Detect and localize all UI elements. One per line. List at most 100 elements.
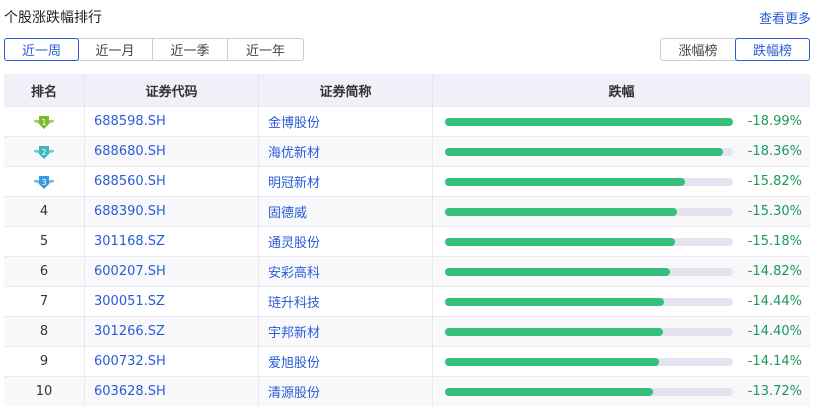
- change-cell: -15.30%: [432, 196, 810, 227]
- table-row[interactable]: 10 603628.SH 清源股份 -13.72%: [4, 376, 810, 406]
- security-code[interactable]: 600207.SH: [84, 256, 259, 287]
- change-bar-fill: [445, 267, 670, 276]
- change-value: -18.99%: [747, 114, 802, 129]
- change-cell: -14.40%: [432, 316, 810, 347]
- table-row[interactable]: 4 688390.SH 固德威 -15.30%: [4, 196, 810, 227]
- security-code[interactable]: 301266.SZ: [84, 316, 259, 347]
- rank-number: 5: [39, 234, 49, 249]
- change-value: -18.36%: [747, 144, 802, 159]
- change-bar-track: [445, 357, 733, 366]
- change-bar-fill: [445, 297, 664, 306]
- tab-period[interactable]: 近一季: [153, 39, 228, 60]
- security-name[interactable]: 明冠新材: [258, 166, 433, 197]
- rank-number: 9: [39, 354, 49, 369]
- tab-board[interactable]: 跌幅榜: [735, 38, 810, 61]
- change-bar-fill: [445, 117, 733, 126]
- change-value: -13.72%: [747, 384, 802, 399]
- change-bar-track: [445, 237, 733, 246]
- security-name[interactable]: 金博股份: [258, 106, 433, 137]
- change-bar-fill: [445, 237, 676, 246]
- tab-period[interactable]: 近一年: [245, 44, 285, 59]
- period-tabs: 近一周 近一月 近一季 近一年: [4, 38, 304, 61]
- table-row[interactable]: 1 688598.SH 金博股份 -18.99%: [4, 106, 810, 137]
- rank-cell: 2: [4, 136, 85, 167]
- table-row[interactable]: 6 600207.SH 安彩高科 -14.82%: [4, 256, 810, 287]
- change-bar-track: [445, 117, 733, 126]
- table-row[interactable]: 2 688680.SH 海优新材 -18.36%: [4, 136, 810, 167]
- security-code[interactable]: 603628.SH: [84, 376, 259, 406]
- security-code[interactable]: 301168.SZ: [84, 226, 259, 257]
- security-name[interactable]: 清源股份: [258, 376, 433, 406]
- change-bar-track: [445, 387, 733, 396]
- change-value: -14.44%: [747, 294, 802, 309]
- change-bar-fill: [445, 357, 660, 366]
- rank-number: 1: [41, 118, 46, 127]
- rank-number: 3: [41, 178, 46, 187]
- security-name[interactable]: 爱旭股份: [258, 346, 433, 377]
- change-cell: -14.82%: [432, 256, 810, 287]
- security-name[interactable]: 固德威: [258, 196, 433, 227]
- change-cell: -15.82%: [432, 166, 810, 197]
- change-bar-track: [445, 207, 733, 216]
- table-row[interactable]: 5 301168.SZ 通灵股份 -15.18%: [4, 226, 810, 257]
- table-row[interactable]: 3 688560.SH 明冠新材 -15.82%: [4, 166, 810, 197]
- change-bar-track: [445, 297, 733, 306]
- rank-number: 6: [39, 264, 49, 279]
- security-name[interactable]: 安彩高科: [258, 256, 433, 287]
- rank-cell: 7: [4, 286, 85, 317]
- change-bar-track: [445, 147, 733, 156]
- tab-period[interactable]: 近一周: [4, 38, 79, 61]
- rank-cell: 3: [4, 166, 85, 197]
- col-name: 证券简称: [258, 74, 433, 107]
- rank-cell: 9: [4, 346, 85, 377]
- security-name[interactable]: 宇邦新材: [258, 316, 433, 347]
- security-name[interactable]: 海优新材: [258, 136, 433, 167]
- security-code[interactable]: 300051.SZ: [84, 286, 259, 317]
- security-name[interactable]: 通灵股份: [258, 226, 433, 257]
- change-value: -15.82%: [747, 174, 802, 189]
- page-title: 个股涨跌幅排行: [4, 10, 102, 26]
- table-row[interactable]: 8 301266.SZ 宇邦新材 -14.40%: [4, 316, 810, 347]
- change-value: -14.14%: [747, 354, 802, 369]
- rank-number: 2: [41, 148, 46, 157]
- table-row[interactable]: 9 600732.SH 爱旭股份 -14.14%: [4, 346, 810, 377]
- rank-cell: 8: [4, 316, 85, 347]
- rank-number: 10: [35, 384, 53, 399]
- medal-icon: 3: [34, 175, 54, 189]
- rank-cell: 6: [4, 256, 85, 287]
- rank-number: 4: [39, 204, 49, 219]
- col-code: 证券代码: [84, 74, 259, 107]
- change-cell: -14.44%: [432, 286, 810, 317]
- security-code[interactable]: 688390.SH: [84, 196, 259, 227]
- change-cell: -15.18%: [432, 226, 810, 257]
- change-bar-fill: [445, 387, 654, 396]
- security-name[interactable]: 琏升科技: [258, 286, 433, 317]
- security-code[interactable]: 688680.SH: [84, 136, 259, 167]
- security-code[interactable]: 688598.SH: [84, 106, 259, 137]
- table-row[interactable]: 7 300051.SZ 琏升科技 -14.44%: [4, 286, 810, 317]
- rank-number: 7: [39, 294, 49, 309]
- change-bar-fill: [445, 207, 678, 216]
- rank-cell: 4: [4, 196, 85, 227]
- change-cell: -18.36%: [432, 136, 810, 167]
- security-code[interactable]: 688560.SH: [84, 166, 259, 197]
- change-cell: -13.72%: [432, 376, 810, 406]
- medal-icon: 2: [34, 145, 54, 159]
- rank-number: 8: [39, 324, 49, 339]
- change-bar-track: [445, 327, 733, 336]
- change-cell: -18.99%: [432, 106, 810, 137]
- view-more-link[interactable]: 查看更多: [758, 12, 811, 27]
- change-value: -15.18%: [747, 234, 802, 249]
- col-rank: 排名: [4, 74, 85, 107]
- col-change: 跌幅: [432, 74, 810, 107]
- change-bar-fill: [445, 177, 685, 186]
- change-bar-track: [445, 177, 733, 186]
- security-code[interactable]: 600732.SH: [84, 346, 259, 377]
- tab-board[interactable]: 涨幅榜: [661, 39, 736, 60]
- change-bar-fill: [445, 327, 664, 336]
- tab-period[interactable]: 近一月: [78, 39, 153, 60]
- rank-cell: 1: [4, 106, 85, 137]
- rank-cell: 5: [4, 226, 85, 257]
- change-value: -14.82%: [747, 264, 802, 279]
- ranking-table: 排名 证券代码 证券简称 跌幅 1 688598.SH 金博股份 -18.99%…: [4, 74, 810, 406]
